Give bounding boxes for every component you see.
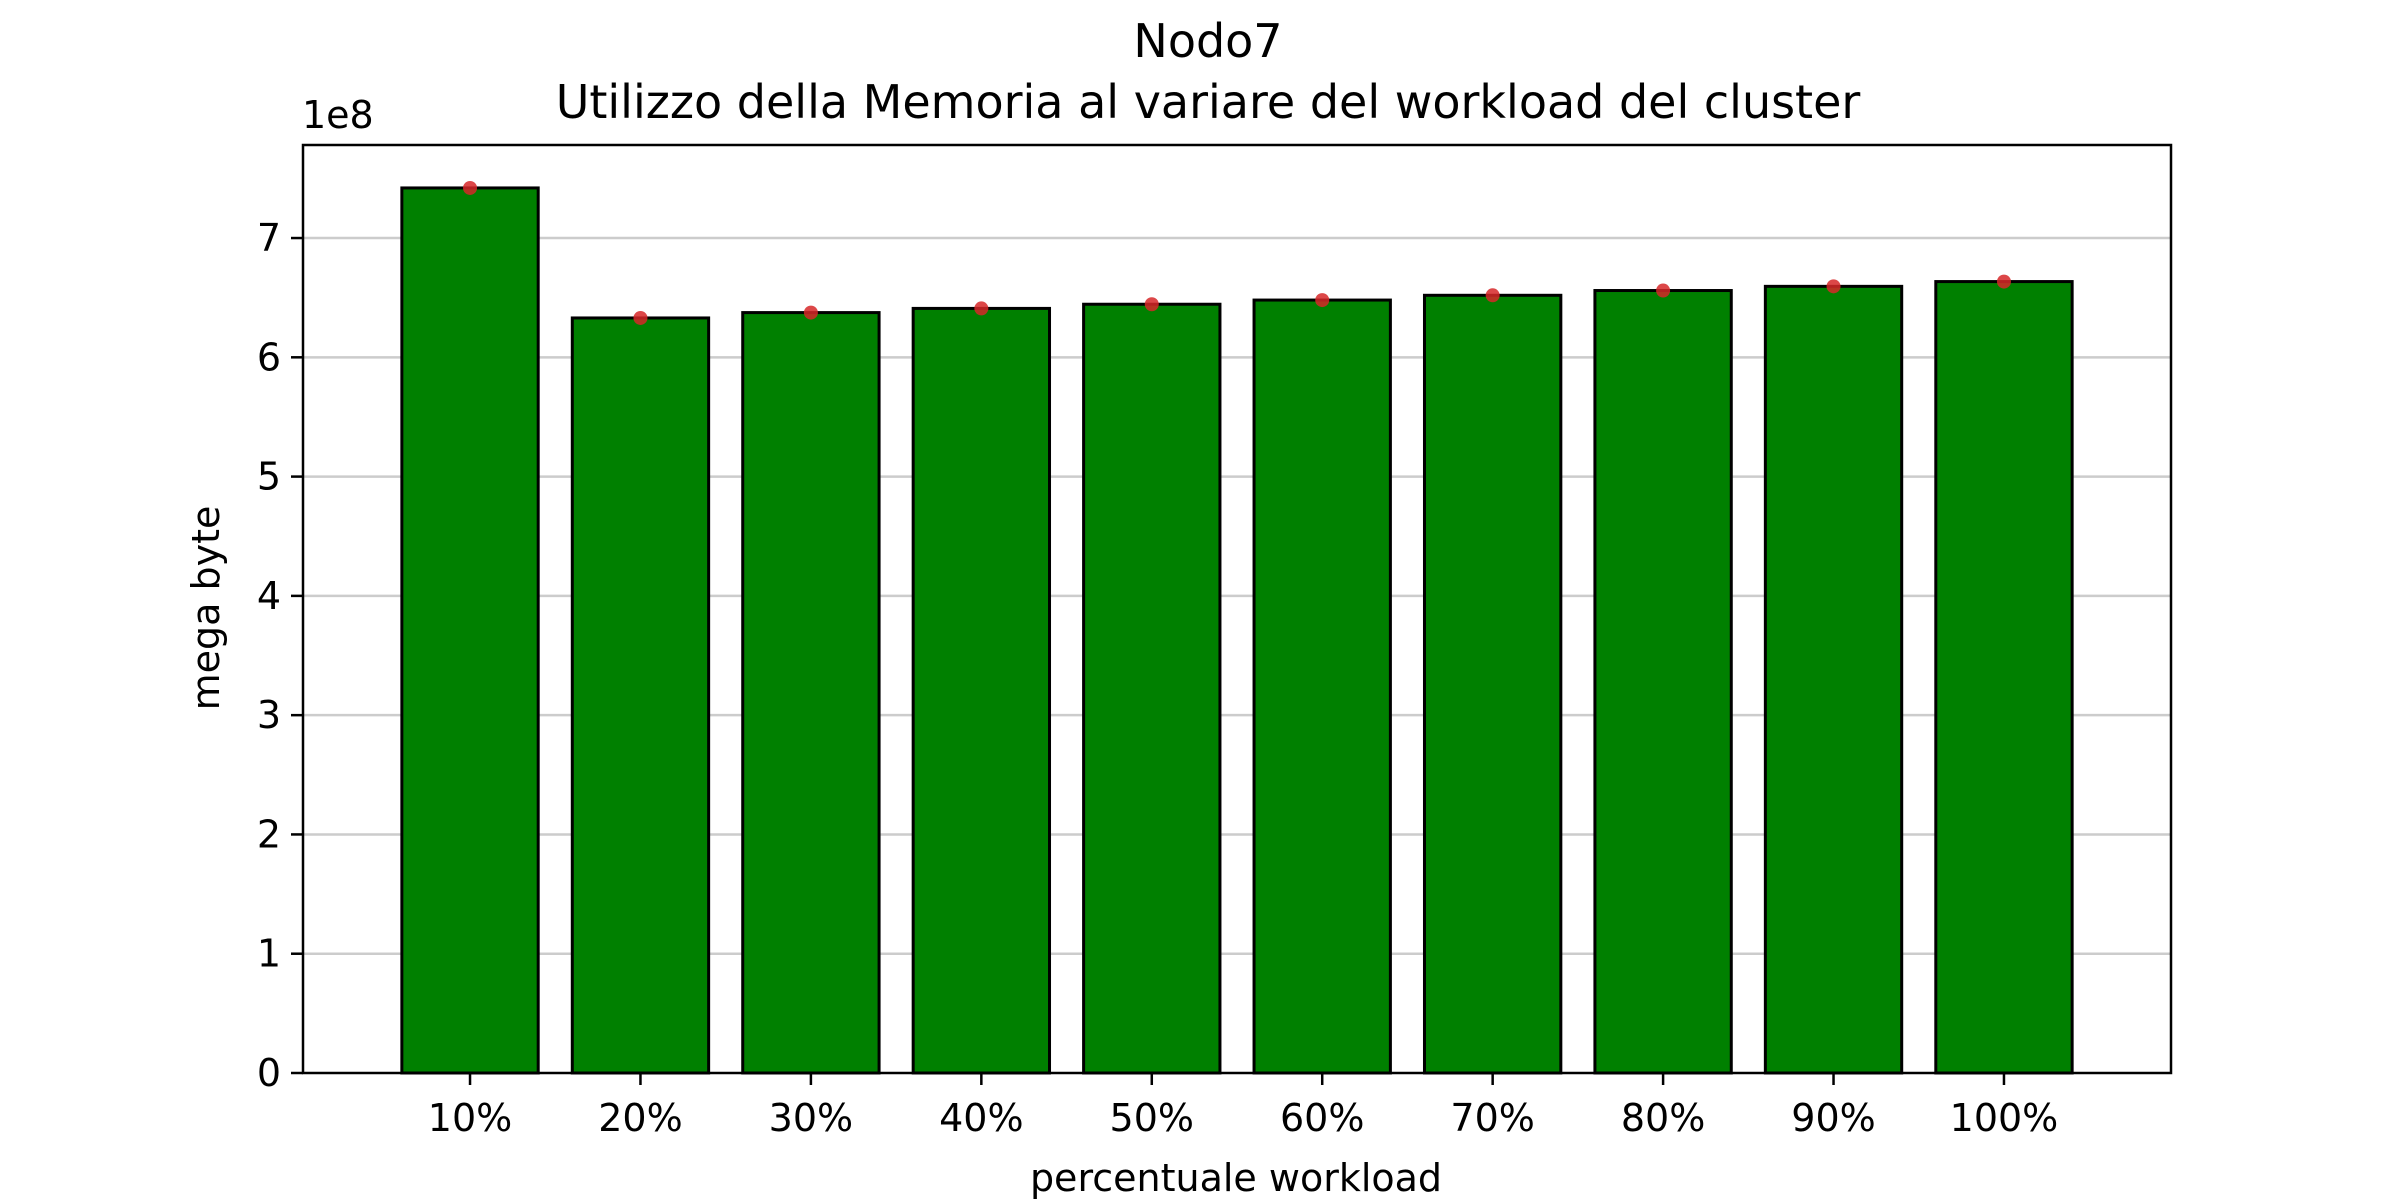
y-tick-label: 7 bbox=[257, 216, 281, 260]
x-tick-label: 80% bbox=[1621, 1096, 1705, 1140]
value-marker bbox=[1826, 279, 1841, 294]
bar bbox=[1593, 289, 1733, 1075]
y-tick-label: 5 bbox=[257, 455, 281, 499]
plot-frame bbox=[301, 143, 2173, 1075]
value-marker bbox=[1144, 297, 1159, 312]
y-tick-label: 3 bbox=[257, 693, 281, 737]
value-marker bbox=[1315, 293, 1330, 308]
y-tick-label: 0 bbox=[257, 1051, 281, 1095]
bar bbox=[1252, 298, 1392, 1075]
bar bbox=[1763, 284, 1904, 1075]
x-tick-label: 100% bbox=[1950, 1096, 2059, 1140]
bar bbox=[400, 186, 540, 1075]
bar bbox=[911, 306, 1052, 1075]
x-tick-label: 10% bbox=[428, 1096, 512, 1140]
chart-title: Nodo7 bbox=[1133, 14, 1282, 68]
bar bbox=[1422, 293, 1563, 1075]
bar bbox=[1082, 302, 1222, 1075]
y-axis-label: mega byte bbox=[184, 506, 228, 711]
bars bbox=[400, 186, 2074, 1075]
value-marker bbox=[1485, 288, 1500, 303]
y-tick-label: 4 bbox=[257, 574, 281, 618]
x-tick-label: 40% bbox=[939, 1096, 1023, 1140]
value-markers bbox=[463, 180, 2011, 325]
y-offset-label: 1e8 bbox=[302, 93, 374, 137]
x-tick-label: 30% bbox=[769, 1096, 853, 1140]
value-marker bbox=[633, 310, 648, 325]
value-marker bbox=[974, 301, 989, 316]
chart-subtitle: Utilizzo della Memoria al variare del wo… bbox=[556, 75, 1861, 129]
y-tick-label: 1 bbox=[257, 932, 281, 976]
value-marker bbox=[803, 305, 818, 320]
bar bbox=[741, 311, 881, 1075]
value-marker bbox=[463, 180, 478, 195]
x-axis-label: percentuale workload bbox=[1030, 1156, 1442, 1200]
x-axis-ticks: 10% 20% 30% 40% 50% 60% 70% 80% 90% 100% bbox=[428, 1073, 2058, 1140]
bar bbox=[570, 316, 711, 1075]
y-axis-ticks: 0 1 2 3 4 5 6 7 bbox=[257, 216, 303, 1095]
x-tick-label: 20% bbox=[598, 1096, 682, 1140]
y-tick-label: 6 bbox=[257, 335, 281, 379]
y-tick-label: 2 bbox=[257, 812, 281, 856]
x-tick-label: 50% bbox=[1110, 1096, 1194, 1140]
x-tick-label: 70% bbox=[1450, 1096, 1534, 1140]
value-marker bbox=[1996, 274, 2011, 289]
bar bbox=[1934, 280, 2074, 1075]
x-tick-label: 60% bbox=[1280, 1096, 1364, 1140]
value-marker bbox=[1656, 283, 1671, 298]
x-tick-label: 90% bbox=[1791, 1096, 1875, 1140]
